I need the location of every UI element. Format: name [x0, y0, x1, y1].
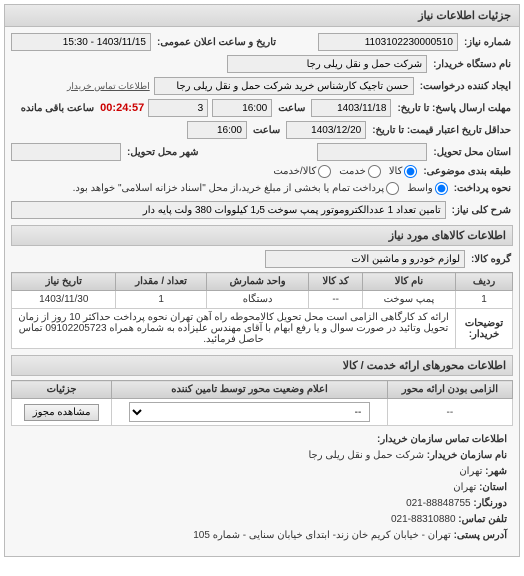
buyer-note-row: توضیحات خریدار: ارائه کد کارگاهی الزامی …	[12, 309, 513, 349]
c-org: شرکت حمل و نقل ریلی رجا	[309, 450, 424, 461]
axis-select[interactable]: --	[129, 402, 371, 422]
td-code: --	[309, 291, 362, 309]
axis-th3: جزئیات	[12, 381, 112, 399]
c-city: تهران	[453, 482, 476, 493]
th-code: کد کالا	[309, 273, 362, 291]
contact-title: اطلاعات تماس سازمان خریدار:	[377, 434, 507, 445]
remaining-label: ساعت باقی مانده	[19, 103, 96, 114]
th-date: تاریخ نیاز	[12, 273, 116, 291]
validity-date	[286, 121, 366, 139]
countdown: 00:24:57	[100, 102, 144, 114]
time-label-1: ساعت	[276, 103, 307, 114]
req-no-input	[318, 33, 458, 51]
goods-title: اطلاعات کالاهای مورد نیاز	[11, 225, 513, 246]
td-name: پمپ سوخت	[362, 291, 455, 309]
axis-th2: اعلام وضعیت محور توسط تامین کننده	[112, 381, 388, 399]
creator-label: ایجاد کننده درخواست:	[418, 81, 513, 92]
axis-td2: --	[112, 399, 388, 426]
budget-radio-c[interactable]	[318, 165, 331, 178]
c-city-label: استان:	[479, 482, 507, 493]
pay-opt-b[interactable]: پرداخت تمام یا بخشی از مبلغ خرید،از محل …	[73, 182, 400, 195]
th-qty: تعداد / مقدار	[116, 273, 206, 291]
deadline-date	[311, 99, 391, 117]
axis-row: -- -- مشاهده مجوز	[12, 399, 513, 426]
budget-opt-c[interactable]: کالا/خدمت	[273, 165, 331, 178]
validity-label: حداقل تاریخ اعتبار قیمت: تا تاریخ:	[370, 125, 513, 136]
validity-time	[187, 121, 247, 139]
c-fax: 88848755-021	[406, 498, 471, 509]
td-qty: 1	[116, 291, 206, 309]
c-tel: 88310880-021	[391, 514, 456, 525]
panel-body: شماره نیاز: تاریخ و ساعت اعلان عمومی: نا…	[5, 27, 519, 556]
days-remain	[148, 99, 208, 117]
pay-label: نحوه پرداخت:	[452, 183, 513, 194]
th-name: نام کالا	[362, 273, 455, 291]
c-prov: تهران	[459, 466, 482, 477]
td-unit: دستگاه	[206, 291, 309, 309]
announce-label: تاریخ و ساعت اعلان عمومی:	[155, 37, 278, 48]
delivery-city-label: شهر محل تحویل:	[125, 147, 201, 158]
axis-th1: الزامی بودن ارائه محور	[387, 381, 512, 399]
pay-opt-a[interactable]: واسط	[407, 182, 447, 195]
buyer-org-label: نام دستگاه خریدار:	[431, 59, 513, 70]
pay-radio-group: واسط پرداخت تمام یا بخشی از مبلغ خرید،از…	[73, 182, 448, 195]
budget-opt-b[interactable]: خدمت	[339, 165, 381, 178]
buyer-org-input	[227, 55, 427, 73]
budget-radio-b[interactable]	[368, 165, 381, 178]
c-prov-label: شهر:	[485, 466, 507, 477]
contact-link[interactable]: اطلاعات تماس خریدار	[67, 81, 150, 92]
axis-header-row: الزامی بودن ارائه محور اعلام وضعیت محور …	[12, 381, 513, 399]
c-fax-label: دورنگار:	[473, 498, 507, 509]
need-details-panel: جزئیات اطلاعات نیاز شماره نیاز: تاریخ و …	[4, 4, 520, 557]
axis-td1: --	[387, 399, 512, 426]
deadline-label: مهلت ارسال پاسخ: تا تاریخ:	[395, 103, 513, 114]
announce-input	[11, 33, 151, 51]
th-unit: واحد شمارش	[206, 273, 309, 291]
delivery-prov-label: استان محل تحویل:	[431, 147, 513, 158]
axis-table: الزامی بودن ارائه محور اعلام وضعیت محور …	[11, 380, 513, 426]
c-tel-label: تلفن تماس:	[458, 514, 507, 525]
pay-radio-a[interactable]	[435, 182, 448, 195]
time-label-2: ساعت	[251, 125, 282, 136]
req-no-label: شماره نیاز:	[462, 37, 513, 48]
buyer-note-label: توضیحات خریدار:	[456, 309, 513, 349]
goods-table: ردیف نام کالا کد کالا واحد شمارش تعداد /…	[11, 272, 513, 349]
delivery-city-input	[11, 143, 121, 161]
table-header-row: ردیف نام کالا کد کالا واحد شمارش تعداد /…	[12, 273, 513, 291]
desc-label: شرح کلی نیاز:	[450, 205, 513, 216]
c-org-label: نام سازمان خریدار:	[427, 450, 507, 461]
panel-title: جزئیات اطلاعات نیاز	[5, 5, 519, 27]
desc-input	[11, 201, 446, 219]
delivery-prov-input	[317, 143, 427, 161]
deadline-time	[212, 99, 272, 117]
view-permit-button[interactable]: مشاهده مجوز	[24, 404, 100, 421]
pay-radio-b[interactable]	[386, 182, 399, 195]
budget-label: طبقه بندی موضوعی:	[421, 166, 513, 177]
td-n: 1	[456, 291, 513, 309]
buyer-note: ارائه کد کارگاهی الزامی است محل تحویل کا…	[12, 309, 456, 349]
c-addr-label: آدرس پستی:	[454, 530, 507, 541]
budget-radio-group: کالا خدمت کالا/خدمت	[273, 165, 417, 178]
th-row: ردیف	[456, 273, 513, 291]
table-row: 1 پمپ سوخت -- دستگاه 1 1403/11/30	[12, 291, 513, 309]
group-input	[265, 250, 465, 268]
budget-opt-a[interactable]: کالا	[389, 165, 418, 178]
axis-title: اطلاعات محورهای ارائه خدمت / کالا	[11, 355, 513, 376]
td-date: 1403/11/30	[12, 291, 116, 309]
group-label: گروه کالا:	[469, 254, 513, 265]
creator-input	[154, 77, 414, 95]
axis-td3: مشاهده مجوز	[12, 399, 112, 426]
contact-block: اطلاعات تماس سازمان خریدار: نام سازمان خ…	[11, 426, 513, 550]
c-addr: تهران - خیابان کریم خان زند- ابتدای خیاب…	[193, 530, 451, 541]
budget-radio-a[interactable]	[404, 165, 417, 178]
